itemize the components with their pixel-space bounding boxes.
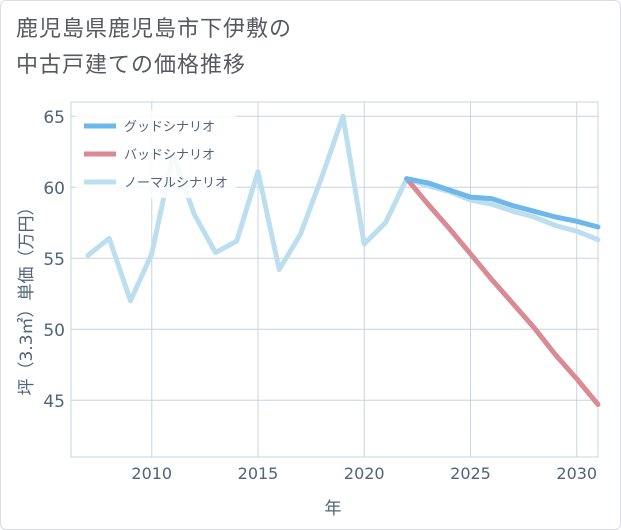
y-tick-label: 60 (43, 179, 65, 199)
y-tick-label: 65 (43, 108, 65, 128)
x-tick-label: 2015 (238, 464, 279, 483)
title-line-1: 鹿児島県鹿児島市下伊敷の (16, 17, 293, 42)
page-title: 鹿児島県鹿児島市下伊敷の 中古戸建ての価格推移 (16, 12, 292, 84)
x-axis-label: 年 (325, 499, 342, 519)
x-axis-ticks: 2010 2015 2020 2025 2030 (131, 464, 597, 483)
y-axis-label: 坪（3.3㎡）単価（万円） (17, 198, 37, 395)
title-line-2: 中古戸建ての価格推移 (16, 53, 247, 78)
legend-label-good: グッドシナリオ (124, 120, 215, 135)
x-tick-label: 2025 (450, 464, 491, 483)
series-line-bad (404, 176, 601, 407)
series-line-good (404, 176, 601, 230)
x-tick-label: 2030 (556, 464, 597, 483)
x-tick-label: 2010 (131, 464, 172, 483)
y-axis-ticks: 45 50 55 60 65 (43, 108, 65, 412)
legend-label-normal: ノーマルシナリオ (124, 176, 228, 191)
y-tick-label: 45 (43, 392, 65, 412)
y-tick-label: 50 (43, 321, 65, 341)
y-tick-label: 55 (43, 250, 65, 270)
grid-lines (71, 102, 598, 457)
legend-label-bad: バッドシナリオ (124, 148, 215, 163)
x-tick-label: 2020 (344, 464, 385, 483)
